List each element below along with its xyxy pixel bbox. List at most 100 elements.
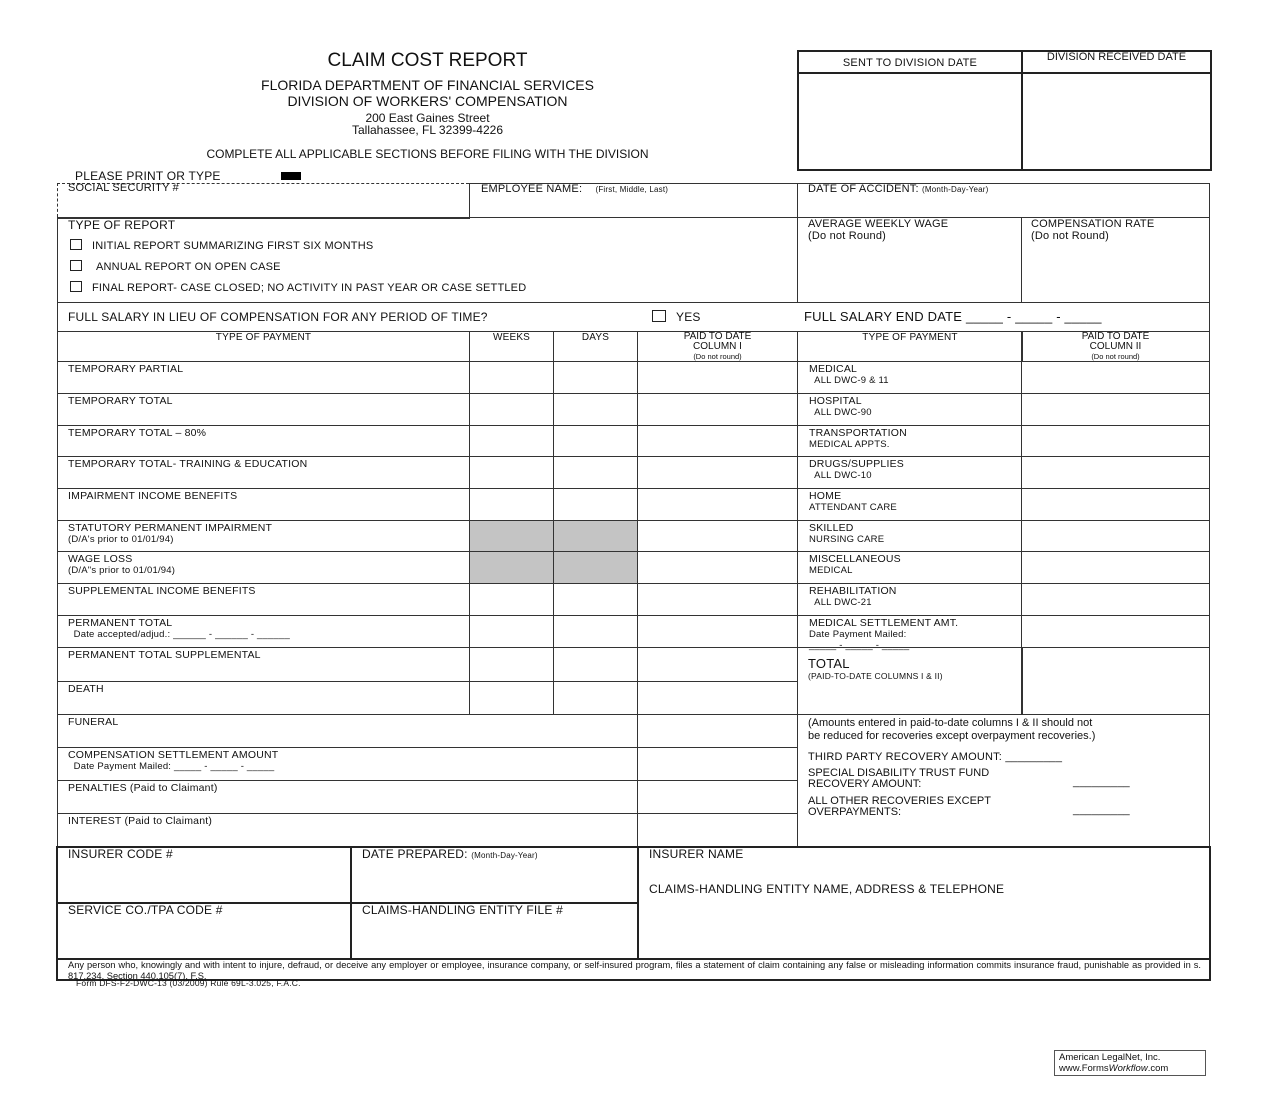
division-received-date-field[interactable] [1021,72,1212,171]
paid-to-date-col1-field[interactable] [637,714,798,748]
row-label: DRUGS/SUPPLIES ALL DWC-10 [809,459,904,482]
left-payment-row: WAGE LOSS (D/A"s prior to 01/01/94) [57,551,470,584]
weeks-field[interactable] [469,393,554,426]
days-field[interactable] [553,456,638,489]
division-name: DIVISION OF WORKERS' COMPENSATION [287,93,568,109]
paid-to-date-col1-field[interactable] [637,393,798,426]
checkbox[interactable] [70,281,82,292]
special-disability-recovery-field[interactable]: _________ [1073,776,1130,788]
days-field[interactable] [553,583,638,616]
report-option-initial[interactable]: INITIAL REPORT SUMMARIZING FIRST SIX MON… [70,239,373,252]
insurer-code-label: INSURER CODE # [68,847,173,861]
paid-to-date-col1-field[interactable] [637,551,798,584]
average-weekly-wage-field[interactable]: AVERAGE WEEKLY WAGE (Do not Round) [797,217,1022,303]
paid-to-date-col2-field[interactable] [1021,583,1210,616]
checkbox[interactable] [70,239,82,250]
insurer-name-field[interactable]: INSURER NAME CLAIMS-HANDLING ENTITY NAME… [637,846,1211,960]
header-type-of-payment: TYPE OF PAYMENT [57,331,470,362]
header-paid-col2: PAID TO DATE COLUMN II (Do not round) [1021,331,1210,362]
ssn-label: SOCIAL SECURITY # [68,182,179,194]
all-other-recoveries-field[interactable]: _________ [1073,804,1130,816]
row-label-text: STATUTORY PERMANENT IMPAIRMENT [68,522,273,534]
paid-to-date-col2-field[interactable] [1021,393,1210,426]
third-party-recovery[interactable]: THIRD PARTY RECOVERY AMOUNT: _________ [808,751,1063,763]
disclaimer-box: Any person who, knowingly and with inten… [56,958,1211,981]
paid-to-date-col1-field[interactable] [637,780,798,814]
days-field[interactable] [553,488,638,521]
weeks-field[interactable] [469,456,554,489]
employee-name-hint: (First, Middle, Last) [595,185,669,194]
total-sub-label: (PAID-TO-DATE COLUMNS I & II) [808,671,943,681]
paid-to-date-col2-field[interactable] [1021,425,1210,457]
weeks-field[interactable] [469,361,554,394]
publisher-url: www.Forms [1059,1063,1109,1074]
full-salary-question: FULL SALARY IN LIEU OF COMPENSATION FOR … [68,310,488,324]
paid-to-date-col2-field[interactable] [1021,456,1210,489]
paid-to-date-col2-field[interactable] [1021,488,1210,521]
publisher-url: Workflow [1108,1063,1148,1074]
compensation-rate-field[interactable]: COMPENSATION RATE (Do not Round) [1021,217,1210,303]
full-salary-end-date[interactable]: FULL SALARY END DATE _____ - _____ - ___… [804,309,1102,324]
special-disability-recovery-label: SPECIAL DISABILITY TRUST FUND RECOVERY A… [808,767,990,790]
date-prepared-hint: (Month-Day-Year) [471,851,538,860]
recoveries-note: (Amounts entered in paid-to-date columns… [808,717,1096,742]
days-field[interactable] [553,361,638,394]
weeks-field[interactable] [469,425,554,457]
days-field[interactable] [553,393,638,426]
paid-to-date-col2-field[interactable] [1021,361,1210,394]
days-field[interactable] [553,681,638,715]
ssn-field[interactable]: SOCIAL SECURITY # [57,182,470,219]
paid-to-date-col1-field[interactable] [637,813,798,847]
employee-name-field[interactable]: EMPLOYEE NAME: (First, Middle, Last) [469,183,798,218]
row-sub-label: MEDICAL APPTS. [809,439,890,450]
paid-to-date-col1-field[interactable] [637,615,798,648]
paid-to-date-col1-field[interactable] [637,488,798,521]
full-salary-yes-option[interactable]: YES [652,310,701,324]
checkbox[interactable] [70,260,82,271]
row-label-text: PERMANENT TOTAL SUPPLEMENTAL [68,649,261,661]
weeks-field[interactable] [469,681,554,715]
paid-to-date-col1-field[interactable] [637,456,798,489]
row-sub-label: ALL DWC-21 [809,597,872,608]
left-payment-row: STATUTORY PERMANENT IMPAIRMENT (D/A's pr… [57,520,470,552]
insurer-code-field[interactable]: INSURER CODE # [56,846,352,904]
row-label: HOME ATTENDANT CARE [809,491,897,514]
days-field[interactable] [553,425,638,457]
sent-to-division-date-field[interactable] [797,72,1023,171]
days-field[interactable] [553,615,638,648]
all-other-recoveries-label: ALL OTHER RECOVERIES EXCEPT OVERPAYMENTS… [808,795,991,818]
right-payment-row: HOME ATTENDANT CARE [797,488,1022,521]
paid-to-date-col2-field[interactable] [1021,551,1210,584]
days-field[interactable] [553,647,638,682]
checkbox[interactable] [652,310,666,322]
paid-to-date-col1-field[interactable] [637,747,798,781]
paid-to-date-col1-field[interactable] [637,681,798,715]
report-option-annual[interactable]: ANNUAL REPORT ON OPEN CASE [70,260,281,273]
paid-to-date-col1-field[interactable] [637,361,798,394]
date-of-accident-field[interactable]: DATE OF ACCIDENT: (Month-Day-Year) [797,183,1210,218]
claims-file-field[interactable]: CLAIMS-HANDLING ENTITY FILE # [350,902,639,960]
row-label-text: DEATH [68,683,104,695]
paid-to-date-col1-field[interactable] [637,583,798,616]
row-label: MISCELLANEOUS MEDICAL [809,554,901,577]
paid-to-date-col1-field[interactable] [637,520,798,552]
address-line1: 200 East Gaines Street [365,111,490,125]
weeks-field[interactable] [469,583,554,616]
employee-name-label: EMPLOYEE NAME: [481,183,583,195]
row-label: COMPENSATION SETTLEMENT AMOUNT Date Paym… [68,750,278,773]
weeks-field[interactable] [469,488,554,521]
weeks-field[interactable] [469,647,554,682]
service-co-field[interactable]: SERVICE CO./TPA CODE # [56,902,352,960]
paid-to-date-col2-field[interactable] [1021,520,1210,552]
report-option-final[interactable]: FINAL REPORT- CASE CLOSED; NO ACTIVITY I… [70,281,526,294]
option-label: FINAL REPORT- CASE CLOSED; NO ACTIVITY I… [92,282,527,294]
date-prepared-field[interactable]: DATE PREPARED: (Month-Day-Year) [350,846,639,904]
service-co-label: SERVICE CO./TPA CODE # [68,903,223,917]
paid-to-date-col1-field[interactable] [637,425,798,457]
paid-to-date-col1-field[interactable] [637,647,798,682]
weeks-field[interactable] [469,615,554,648]
paid-to-date-col2-field[interactable] [1021,615,1210,648]
total-amount-field[interactable] [1021,647,1210,715]
dashed-border [57,183,58,217]
division-received-header: DIVISION RECEIVED DATE [1021,50,1212,74]
